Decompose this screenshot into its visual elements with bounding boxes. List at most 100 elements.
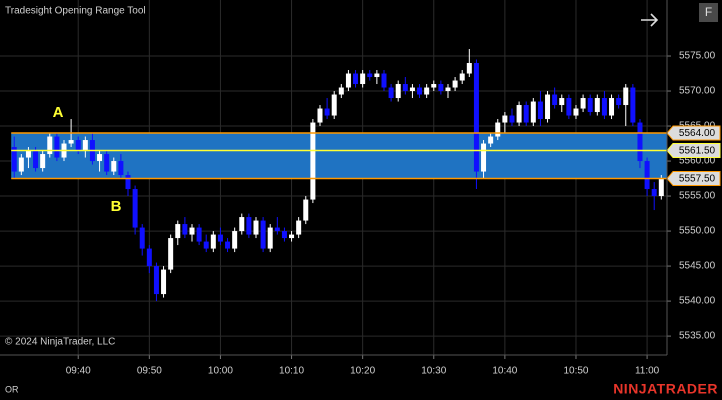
candle-body [495,122,501,137]
y-tick-label: 5550.00 [679,226,716,237]
candle-body [18,157,24,172]
candle-body [68,140,74,144]
candle-body [601,98,607,116]
f-button-label[interactable]: F [705,5,712,19]
candle-body [274,227,280,232]
candle-body [438,84,444,92]
annotation: A [53,104,64,121]
candle-body [594,98,600,113]
candle-body [388,87,394,99]
price-flag-label: 5557.50 [679,174,716,185]
y-tick-label: 5575.00 [679,51,716,62]
candle-body [473,63,479,172]
price-flag [666,143,721,159]
candle-body [459,73,465,81]
price-flag [666,171,721,187]
candle-body [445,87,451,92]
arrow-icon[interactable] [641,13,659,27]
candle-body [424,87,430,95]
candle-body [573,108,579,116]
candle-body [417,87,423,95]
candle-body [431,84,437,88]
x-tick-label: 09:50 [137,366,162,377]
candle-body [516,105,522,123]
price-flag-label: 5561.50 [679,146,716,157]
candle-body [153,266,159,295]
candle-body [296,220,302,235]
candle-body [11,147,17,172]
x-tick-label: 10:10 [279,366,304,377]
candle-body [374,73,380,78]
x-tick-label: 11:00 [635,366,660,377]
candle-body [545,94,551,120]
y-tick-label: 5540.00 [679,296,716,307]
candles-layer [11,49,664,302]
candle-body [537,101,543,120]
candle-body [580,98,586,109]
candle-body [125,175,131,190]
y-tick-label: 5555.00 [679,191,716,202]
candle-body [260,220,266,249]
brand-logo: NINJATRADER [613,381,718,397]
candle-body [267,227,273,249]
candle-body [552,94,558,106]
y-tick-label: 5535.00 [679,331,716,342]
candle-body [33,150,39,169]
y-tick-label: 5560.00 [679,156,716,167]
band-layer [11,133,668,179]
candle-body [210,234,216,249]
candle-body [104,154,110,172]
candle-body [481,143,487,172]
candle-body [360,73,366,85]
candle-body [118,161,124,176]
candle-body [203,241,209,249]
label-layer: 5564.00 5561.50 5557.50 A B [11,104,721,215]
candle-body [353,73,359,85]
candle-body [466,63,472,74]
candle-body [616,98,622,106]
f-button[interactable] [699,3,718,22]
candle-body [281,231,287,239]
y-tick-label: 5545.00 [679,261,716,272]
candle-body [530,101,536,123]
candle-body [324,108,330,116]
candle-body [168,238,174,270]
price-flag-label: 5564.00 [679,128,716,139]
candle-body [111,161,117,172]
candle-body [523,105,529,123]
candle-body [559,98,565,106]
candle-body [509,115,515,123]
candle-body [658,178,664,197]
candle-body [630,87,636,123]
candle-body [47,136,53,155]
x-tick-label: 10:40 [492,366,517,377]
candle-body [310,122,316,200]
x-tick-label: 10:50 [563,366,588,377]
candle-body [402,84,408,92]
candle-body [225,241,231,249]
candle-body [54,136,60,158]
opening-range-band [11,133,668,179]
candle-body [651,189,657,197]
candle-body [609,98,615,116]
candle-body [367,73,373,78]
candle-body [239,217,245,232]
candle-body [146,248,152,267]
x-tick-label: 10:30 [421,366,446,377]
candle-body [395,84,401,99]
x-tick-label: 10:00 [208,366,233,377]
candle-body [644,161,650,190]
x-tick-label: 09:40 [66,366,91,377]
candle-body [175,224,181,239]
candle-body [82,140,88,151]
candle-body [409,87,415,92]
annotation: B [111,198,122,215]
candle-body [587,98,593,113]
candle-body [217,234,223,242]
copyright: © 2024 NinjaTrader, LLC [5,337,115,348]
candle-body [338,87,344,95]
candle-body [303,199,309,221]
candle-body [161,269,167,295]
candle-body [289,234,295,239]
